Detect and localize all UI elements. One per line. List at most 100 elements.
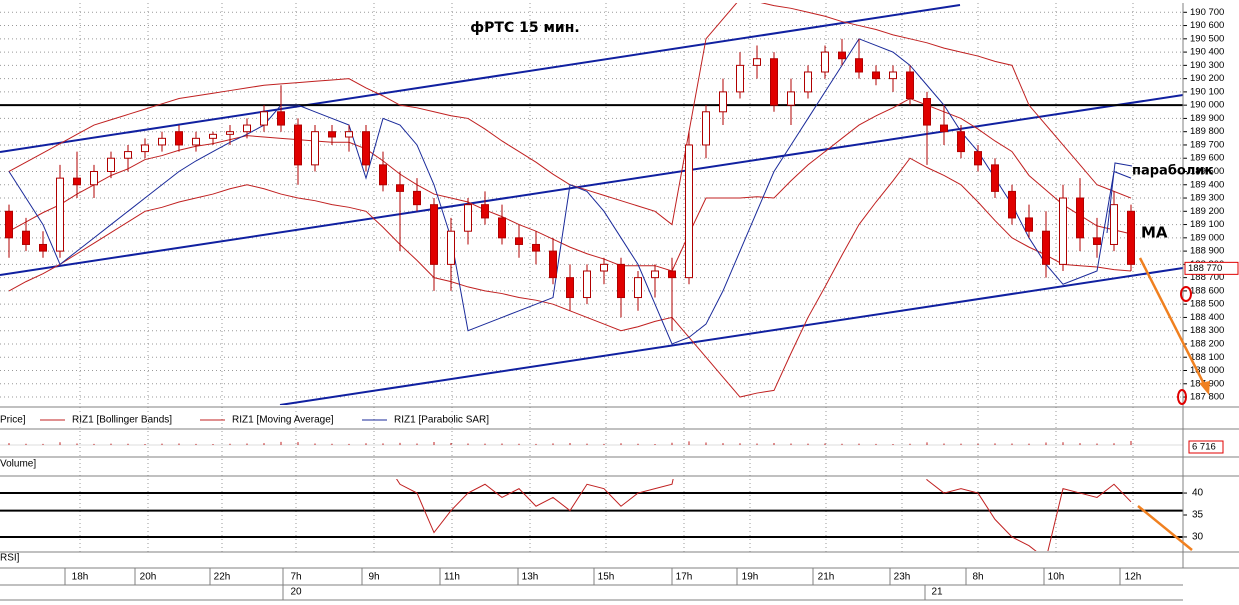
candle-body	[243, 124, 251, 133]
y-tick-label: 189 400	[1190, 179, 1224, 190]
x-tick-label: 11h	[444, 572, 460, 583]
chart-title: фРТС 15 мин.	[470, 20, 579, 36]
x-tick-label: 22h	[214, 572, 231, 583]
x-tick-label: 18h	[72, 572, 89, 583]
candle-body	[413, 190, 421, 206]
panel-label: RSI]	[0, 553, 20, 564]
y-tick-label: 187 800	[1190, 392, 1224, 403]
candle-body	[685, 144, 693, 279]
channel-lines	[0, 4, 1183, 405]
candle-body	[889, 71, 897, 80]
y-tick-label: 188 000	[1190, 365, 1224, 376]
candle-body	[1127, 210, 1135, 265]
y-tick-label: 190 500	[1190, 33, 1224, 44]
legend-label: RIZ1 [Bollinger Bands]	[72, 415, 172, 426]
arrow-head	[1199, 381, 1210, 395]
candle-body	[107, 157, 115, 172]
legend-label: RIZ1 [Moving Average]	[232, 415, 334, 426]
x-tick-label: 20h	[140, 572, 157, 583]
candle-body	[1059, 197, 1067, 265]
candle-body	[226, 131, 234, 135]
y-tick-label: 190 400	[1190, 47, 1224, 58]
candle-body	[294, 124, 302, 166]
last-price-label: 188 770	[1188, 263, 1222, 274]
candle-body	[277, 111, 285, 126]
candle-body	[1025, 217, 1033, 232]
candle-body	[481, 204, 489, 219]
y-tick-label: 190 000	[1190, 100, 1224, 111]
y-tick-label: 189 800	[1190, 126, 1224, 137]
y-tick-label: 188 700	[1190, 272, 1224, 283]
y-tick-label: 189 500	[1190, 166, 1224, 177]
candle-body	[634, 277, 642, 299]
candle-body	[209, 133, 217, 139]
date-label: 21	[931, 587, 943, 598]
candle-body	[141, 144, 149, 153]
x-tick-label: 13h	[522, 572, 539, 583]
candle-body	[192, 137, 200, 146]
x-tick-label: 8h	[972, 572, 983, 583]
candle-body	[719, 91, 727, 113]
candle-body	[855, 58, 863, 73]
date-label: 20	[290, 587, 302, 598]
candle-body	[39, 243, 47, 252]
x-tick-label: 15h	[598, 572, 615, 583]
y-tick-label: 189 100	[1190, 219, 1224, 230]
panel-label: Volume]	[0, 459, 36, 470]
candle-body	[532, 243, 540, 252]
rsi-tick-label: 40	[1192, 488, 1204, 499]
x-tick-label: 19h	[742, 572, 759, 583]
legend-label: RIZ1 [Parabolic SAR]	[394, 415, 489, 426]
x-tick-label: 21h	[818, 572, 835, 583]
candle-body	[821, 51, 829, 73]
y-tick-label: 188 200	[1190, 338, 1224, 349]
candle-body	[464, 204, 472, 232]
candle-body	[430, 204, 438, 265]
candle-body	[124, 151, 132, 159]
y-tick-label: 188 400	[1190, 312, 1224, 323]
candle-body	[362, 131, 370, 166]
candle-body	[515, 237, 523, 245]
candle-body	[991, 164, 999, 192]
candle-body	[447, 230, 455, 265]
rsi-tick-label: 35	[1192, 510, 1204, 521]
y-tick-label: 188 300	[1190, 325, 1224, 336]
y-tick-label: 188 600	[1190, 285, 1224, 296]
candle-body	[600, 263, 608, 272]
candle-body	[1076, 197, 1084, 239]
candle-body	[804, 71, 812, 93]
candle-body	[838, 51, 846, 60]
candle-body	[736, 64, 744, 93]
trend-line	[0, 4, 961, 153]
annotation: МА	[1141, 224, 1168, 242]
rsi-line	[396, 479, 1132, 551]
x-tick-label: 23h	[894, 572, 911, 583]
candle-body	[753, 58, 761, 66]
candle-body	[770, 58, 778, 106]
marker-circle	[1177, 389, 1187, 405]
x-tick-label: 10h	[1048, 572, 1065, 583]
x-tick-label: 17h	[676, 572, 693, 583]
legend-label: Price]	[0, 415, 26, 426]
candle-body	[906, 71, 914, 100]
x-tick-label: 12h	[1125, 572, 1142, 583]
candle-body	[56, 177, 64, 252]
y-tick-label: 190 600	[1190, 20, 1224, 31]
trend-line	[279, 267, 1183, 405]
candle-body	[872, 71, 880, 80]
candle-body	[5, 210, 13, 239]
pointer	[1106, 162, 1133, 234]
x-tick-label: 9h	[368, 572, 379, 583]
candle-body	[175, 131, 183, 146]
candle-body	[498, 217, 506, 239]
candle-body	[73, 177, 81, 186]
candle-body	[260, 111, 268, 126]
last-price-box	[1184, 261, 1239, 275]
candle-body	[1110, 204, 1118, 245]
y-tick-label: 188 100	[1190, 352, 1224, 363]
candle-body	[311, 131, 319, 166]
candle-body	[617, 263, 625, 299]
rsi-tick-label: 30	[1192, 532, 1204, 543]
